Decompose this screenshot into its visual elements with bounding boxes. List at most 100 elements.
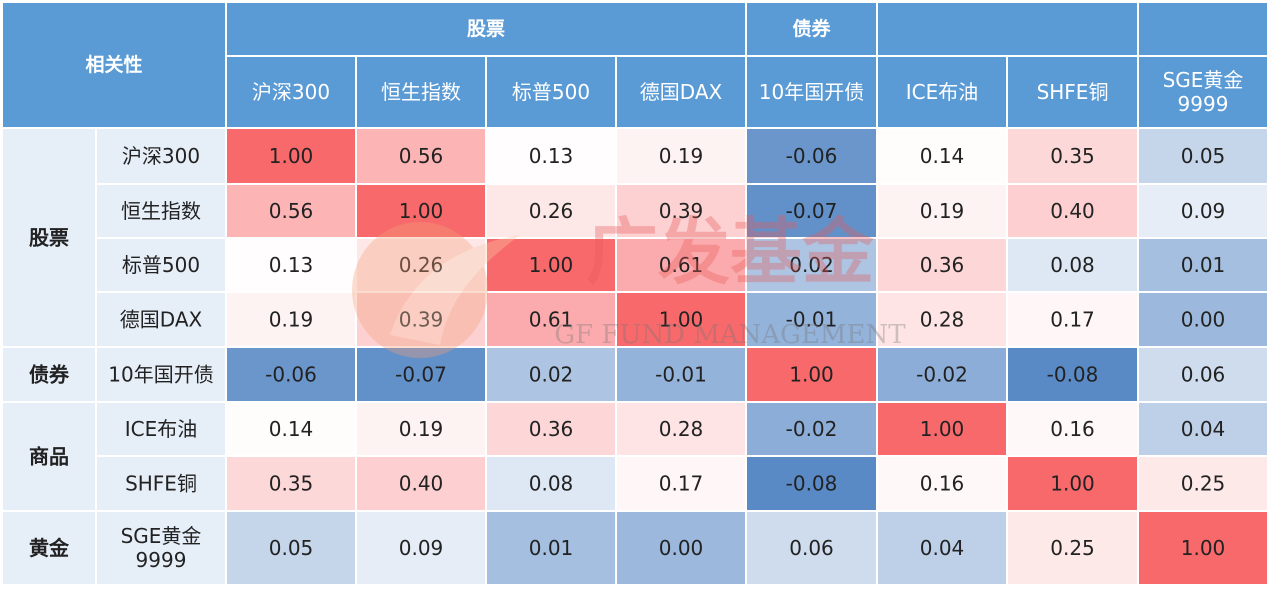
heatmap-cell <box>485 455 617 512</box>
heatmap-cell-value: 0.19 <box>920 199 965 223</box>
heatmap-cell-value: 0.09 <box>1181 199 1226 223</box>
heatmap-cell <box>876 510 1008 586</box>
heatmap-cell-value: 0.25 <box>1050 536 1095 560</box>
heatmap-cell-value: 1.00 <box>269 144 314 168</box>
column-header <box>1137 55 1269 129</box>
heatmap-cell-value: 0.01 <box>1181 253 1226 277</box>
heatmap-cell-value: -0.08 <box>786 472 838 496</box>
heatmap-cell-value: 0.36 <box>529 417 574 441</box>
heatmap-cell-value: 0.00 <box>659 536 704 560</box>
heatmap-cell <box>615 291 747 348</box>
column-header-label: ICE布油 <box>906 80 979 104</box>
heatmap-cell <box>876 127 1008 185</box>
heatmap-cell-value: 1.00 <box>789 363 834 387</box>
heatmap-cell <box>615 127 747 185</box>
heatmap-cell <box>225 346 357 403</box>
heatmap-cell <box>1137 510 1269 586</box>
column-group-header <box>876 1 1139 57</box>
heatmap-cell-value: 0.13 <box>529 144 574 168</box>
heatmap-cell <box>1006 291 1139 348</box>
heatmap-cell-value: -0.06 <box>265 363 317 387</box>
heatmap-cell-value: 0.04 <box>920 536 965 560</box>
heatmap-cell <box>876 291 1008 348</box>
heatmap-cell-value: 0.56 <box>269 199 314 223</box>
heatmap-cell <box>1137 127 1269 185</box>
heatmap-cell-value: 0.28 <box>659 417 704 441</box>
row-group-label: 债券 <box>29 363 70 387</box>
heatmap-cell <box>485 237 617 293</box>
column-group-label: 债券 <box>792 17 831 40</box>
heatmap-cell-value: 1.00 <box>1050 472 1095 496</box>
heatmap-cell-value: 1.00 <box>1181 536 1226 560</box>
row-header-label: 恒生指数 <box>121 199 201 223</box>
column-group-label: 股票 <box>467 18 505 40</box>
heatmap-cell <box>355 291 487 348</box>
heatmap-cell <box>615 455 747 512</box>
column-header <box>745 55 878 129</box>
heatmap-cell-value: 0.17 <box>659 472 704 496</box>
heatmap-cell <box>1006 455 1139 512</box>
row-header-label: 德国DAX <box>120 308 203 332</box>
heatmap-cell <box>485 291 617 348</box>
heatmap-cell-value: 0.08 <box>1050 253 1095 277</box>
column-header-label: 9999 <box>1178 92 1229 116</box>
heatmap-cell-value: 0.35 <box>1050 144 1095 168</box>
heatmap-cell <box>615 346 747 403</box>
heatmap-cell-value: 1.00 <box>659 308 704 332</box>
heatmap-cell-value: 0.01 <box>529 536 574 560</box>
heatmap-cell <box>1137 455 1269 512</box>
heatmap-cell-value: 0.05 <box>1181 144 1226 168</box>
heatmap-cell-value: 0.02 <box>529 363 574 387</box>
heatmap-cell <box>1006 346 1139 403</box>
column-header-label: 德国DAX <box>640 80 723 104</box>
heatmap-cell <box>225 127 357 185</box>
heatmap-cell-value: 0.40 <box>1050 199 1095 223</box>
heatmap-cell-value: 1.00 <box>920 417 965 441</box>
heatmap-cell-value: 0.56 <box>399 144 444 168</box>
heatmap-cell-value: 0.08 <box>529 472 574 496</box>
heatmap-cell-value: 0.05 <box>269 536 314 560</box>
row-header-label: SHFE铜 <box>125 472 197 496</box>
heatmap-cell <box>1137 291 1269 348</box>
heatmap-cell-value: 0.36 <box>920 253 965 277</box>
row-header-label: 9999 <box>136 548 187 572</box>
heatmap-cell-value: -0.08 <box>1047 363 1099 387</box>
row-header-label: ICE布油 <box>125 417 198 441</box>
heatmap-cell <box>485 183 617 239</box>
heatmap-cell <box>876 455 1008 512</box>
row-group-label: 股票 <box>29 226 69 250</box>
row-header-label: 标普500 <box>122 253 200 277</box>
heatmap-cell <box>485 127 617 185</box>
heatmap-cell-value: 0.40 <box>399 472 444 496</box>
row-header-label: 沪深300 <box>122 144 200 168</box>
heatmap-cell-value: -0.07 <box>786 199 838 223</box>
heatmap-cell <box>355 127 487 185</box>
heatmap-cell-value: 0.61 <box>529 308 574 332</box>
row-header-label: SGE黄金 <box>121 524 202 548</box>
column-header-label: 标普500 <box>512 80 590 104</box>
column-header-label: 沪深300 <box>252 80 330 104</box>
row-header <box>95 455 227 512</box>
heatmap-cell-value: 0.19 <box>399 417 444 441</box>
heatmap-cell-value: 0.16 <box>1050 417 1095 441</box>
heatmap-cell <box>1006 127 1139 185</box>
heatmap-cell-value: 0.00 <box>1181 308 1226 332</box>
heatmap-cell-value: 0.28 <box>920 308 965 332</box>
heatmap-cell <box>355 346 487 403</box>
column-header-label: 恒生指数 <box>381 80 461 104</box>
heatmap-cell <box>355 237 487 293</box>
heatmap-cell <box>615 510 747 586</box>
heatmap-cell <box>1137 183 1269 239</box>
row-header <box>95 510 227 586</box>
heatmap-cell <box>485 401 617 457</box>
heatmap-cell <box>1137 401 1269 457</box>
heatmap-cell-value: 0.61 <box>659 253 704 277</box>
heatmap-cell-value: 0.06 <box>789 536 834 560</box>
row-group-label: 商品 <box>29 445 69 469</box>
heatmap-cell <box>485 510 617 586</box>
column-header <box>1006 55 1139 129</box>
heatmap-cell-value: 0.16 <box>920 472 965 496</box>
column-group-header <box>1137 1 1269 57</box>
heatmap-cell <box>1006 510 1139 586</box>
row-header <box>95 401 227 457</box>
